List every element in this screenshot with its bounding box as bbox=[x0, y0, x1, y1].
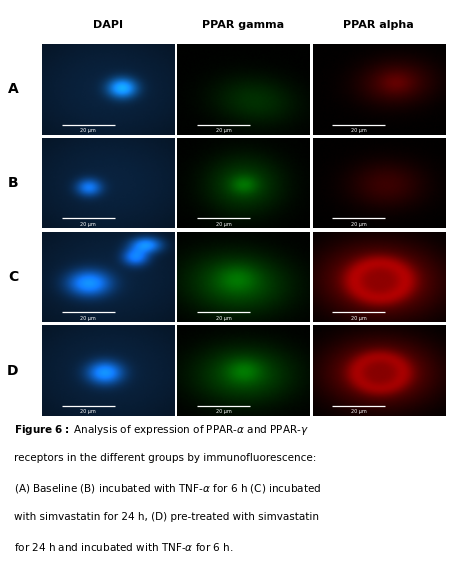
Text: 20 μm: 20 μm bbox=[80, 410, 96, 415]
Text: 20 μm: 20 μm bbox=[216, 410, 231, 415]
Text: A: A bbox=[8, 82, 18, 97]
Text: 20 μm: 20 μm bbox=[216, 128, 231, 133]
Text: 20 μm: 20 μm bbox=[351, 128, 367, 133]
Text: DAPI: DAPI bbox=[93, 20, 123, 31]
Text: for 24 h and incubated with TNF-$\alpha$ for 6 h.: for 24 h and incubated with TNF-$\alpha$… bbox=[14, 541, 233, 553]
Text: $\bf{Figure\ 6:}$ Analysis of expression of PPAR-$\alpha$ and PPAR-$\gamma$: $\bf{Figure\ 6:}$ Analysis of expression… bbox=[14, 423, 308, 437]
Text: PPAR gamma: PPAR gamma bbox=[202, 20, 285, 31]
Text: 20 μm: 20 μm bbox=[80, 316, 96, 321]
Text: C: C bbox=[8, 270, 18, 284]
Text: 20 μm: 20 μm bbox=[216, 222, 231, 227]
Text: 20 μm: 20 μm bbox=[351, 316, 367, 321]
Text: B: B bbox=[8, 176, 18, 190]
Text: 20 μm: 20 μm bbox=[80, 222, 96, 227]
Text: 20 μm: 20 μm bbox=[351, 410, 367, 415]
Text: 20 μm: 20 μm bbox=[80, 128, 96, 133]
Text: with simvastatin for 24 h, (D) pre-treated with simvastatin: with simvastatin for 24 h, (D) pre-treat… bbox=[14, 512, 318, 522]
Text: 20 μm: 20 μm bbox=[216, 316, 231, 321]
Text: D: D bbox=[7, 364, 19, 378]
Text: (A) Baseline (B) incubated with TNF-$\alpha$ for 6 h (C) incubated: (A) Baseline (B) incubated with TNF-$\al… bbox=[14, 482, 321, 495]
Text: receptors in the different groups by immunofluorescence:: receptors in the different groups by imm… bbox=[14, 453, 316, 463]
Text: 20 μm: 20 μm bbox=[351, 222, 367, 227]
Text: PPAR alpha: PPAR alpha bbox=[344, 20, 414, 31]
